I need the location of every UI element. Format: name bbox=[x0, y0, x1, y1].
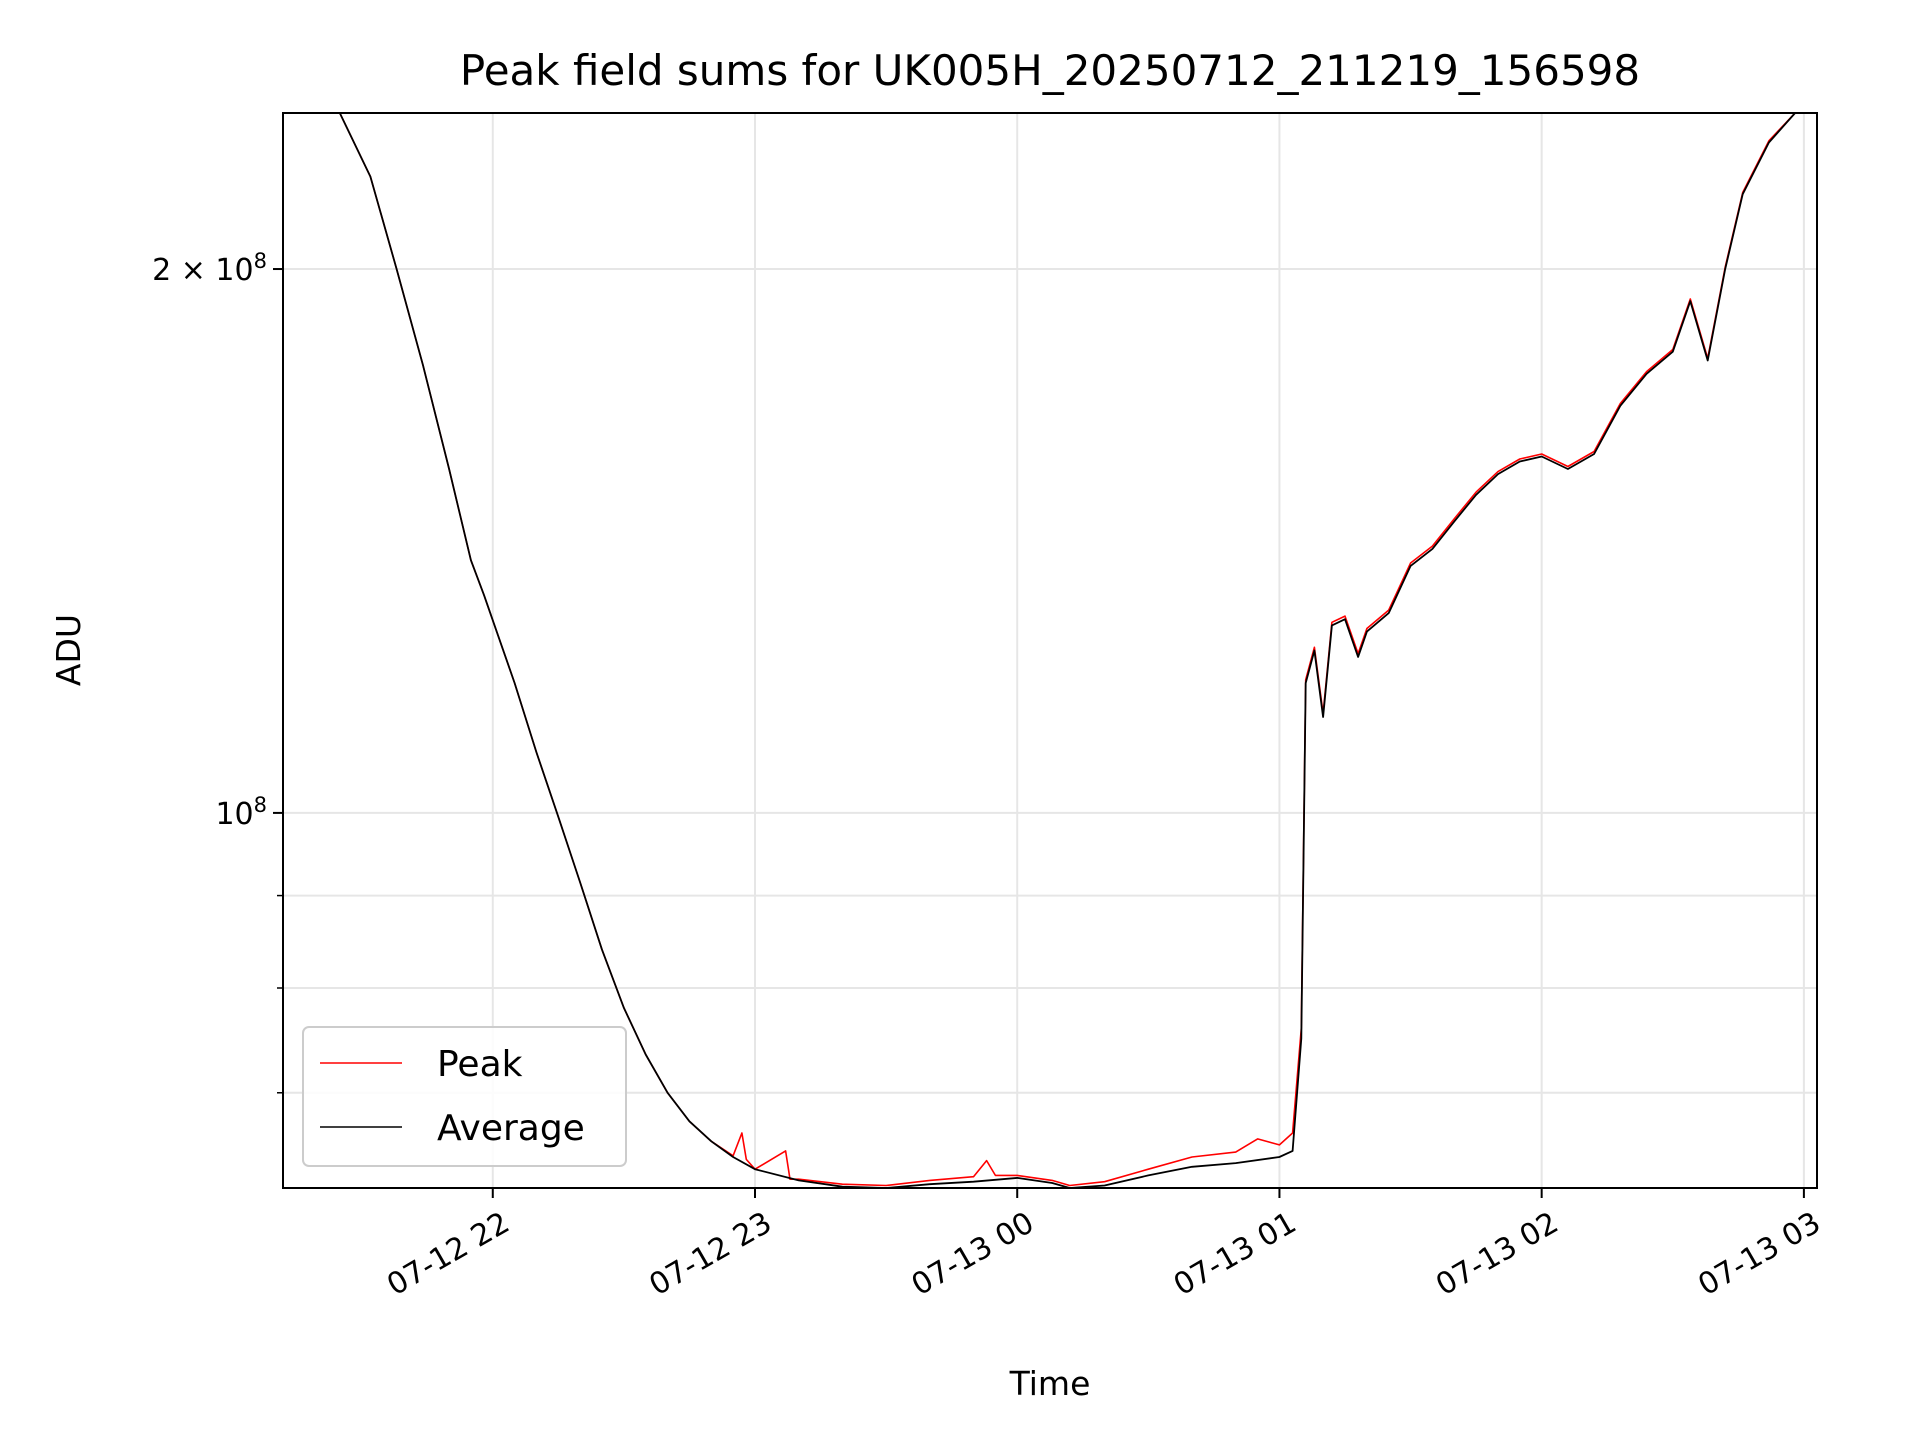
legend-peak-label: Peak bbox=[437, 1044, 523, 1085]
y-tick-label: 2 × 108 bbox=[152, 249, 267, 288]
legend: Peak Average bbox=[302, 1026, 627, 1167]
legend-box bbox=[302, 1026, 627, 1167]
y-axis-title: ADU bbox=[49, 614, 88, 686]
series-line-average bbox=[283, 113, 1796, 1188]
x-axis-title: Time bbox=[1009, 1364, 1091, 1403]
plot-lines bbox=[283, 113, 1796, 1188]
legend-average-label: Average bbox=[437, 1108, 585, 1149]
plot-frame bbox=[282, 112, 1818, 1189]
chart-title: Peak field sums for UK005H_20250712_2112… bbox=[460, 46, 1640, 95]
